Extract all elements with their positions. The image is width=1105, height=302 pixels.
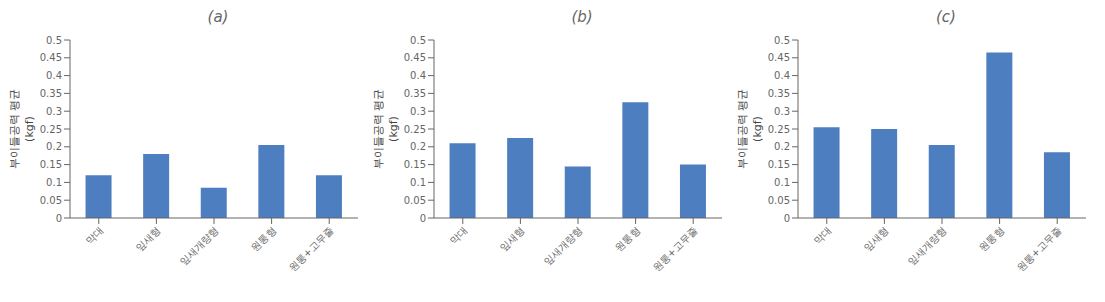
svg-text:0.1: 0.1 xyxy=(410,177,426,188)
svg-text:0.3: 0.3 xyxy=(46,106,62,117)
svg-text:부이들공력 평균(kgf): 부이들공력 평균(kgf) xyxy=(372,89,400,170)
svg-text:원통+고무줄: 원통+고무줄 xyxy=(287,225,336,274)
svg-text:0.4: 0.4 xyxy=(46,70,62,81)
svg-text:막대: 막대 xyxy=(83,225,105,247)
svg-text:0: 0 xyxy=(56,213,62,224)
svg-text:0.45: 0.45 xyxy=(768,52,790,63)
svg-text:0.3: 0.3 xyxy=(410,106,426,117)
svg-text:0.25: 0.25 xyxy=(40,124,62,135)
svg-text:0.15: 0.15 xyxy=(768,159,790,170)
svg-text:잎새개량형: 잎새개량형 xyxy=(177,225,220,268)
svg-text:0.5: 0.5 xyxy=(410,35,426,46)
svg-text:부이들공력 평균(kgf): 부이들공력 평균(kgf) xyxy=(8,89,36,170)
svg-text:0.45: 0.45 xyxy=(40,52,62,63)
svg-text:0.15: 0.15 xyxy=(404,159,426,170)
html-text:(c): (c) xyxy=(936,8,956,26)
svg-text:잎새형: 잎새형 xyxy=(862,225,891,254)
svg-text:0.35: 0.35 xyxy=(40,88,62,99)
svg-text:0.4: 0.4 xyxy=(774,70,790,81)
svg-text:0.05: 0.05 xyxy=(40,195,62,206)
svg-text:0.25: 0.25 xyxy=(404,124,426,135)
svg-text:0.5: 0.5 xyxy=(46,35,62,46)
svg-text:원통형: 원통형 xyxy=(613,225,642,254)
svg-text:0: 0 xyxy=(420,213,426,224)
svg-text:0.45: 0.45 xyxy=(404,52,426,63)
svg-text:잎새형: 잎새형 xyxy=(498,225,527,254)
svg-text:원통+고무줄: 원통+고무줄 xyxy=(651,225,700,274)
svg-text:잎새개량형: 잎새개량형 xyxy=(905,225,948,268)
svg-text:원통형: 원통형 xyxy=(249,225,278,254)
svg-text:부이들공력 평균(kgf): 부이들공력 평균(kgf) xyxy=(736,89,764,170)
svg-text:0.2: 0.2 xyxy=(774,141,790,152)
svg-text:0.35: 0.35 xyxy=(404,88,426,99)
svg-text:0.35: 0.35 xyxy=(768,88,790,99)
svg-text:잎새형: 잎새형 xyxy=(134,225,163,254)
svg-text:0.05: 0.05 xyxy=(404,195,426,206)
svg-text:0.5: 0.5 xyxy=(774,35,790,46)
svg-text:막대: 막대 xyxy=(811,225,833,247)
svg-text:0.25: 0.25 xyxy=(768,124,790,135)
svg-text:0.15: 0.15 xyxy=(40,159,62,170)
html-text:(a): (a) xyxy=(207,8,229,26)
svg-text:0.4: 0.4 xyxy=(410,70,426,81)
svg-text:0.2: 0.2 xyxy=(46,141,62,152)
svg-text:잎새개량형: 잎새개량형 xyxy=(541,225,584,268)
svg-text:막대: 막대 xyxy=(447,225,469,247)
svg-text:0.05: 0.05 xyxy=(768,195,790,206)
svg-text:0.1: 0.1 xyxy=(46,177,62,188)
svg-text:0: 0 xyxy=(784,213,790,224)
html-text:(b): (b) xyxy=(571,8,593,26)
svg-text:원통형: 원통형 xyxy=(977,225,1006,254)
svg-text:원통+고무줄: 원통+고무줄 xyxy=(1015,225,1064,274)
svg-text:0.3: 0.3 xyxy=(774,106,790,117)
svg-text:0.1: 0.1 xyxy=(774,177,790,188)
svg-text:0.2: 0.2 xyxy=(410,141,426,152)
